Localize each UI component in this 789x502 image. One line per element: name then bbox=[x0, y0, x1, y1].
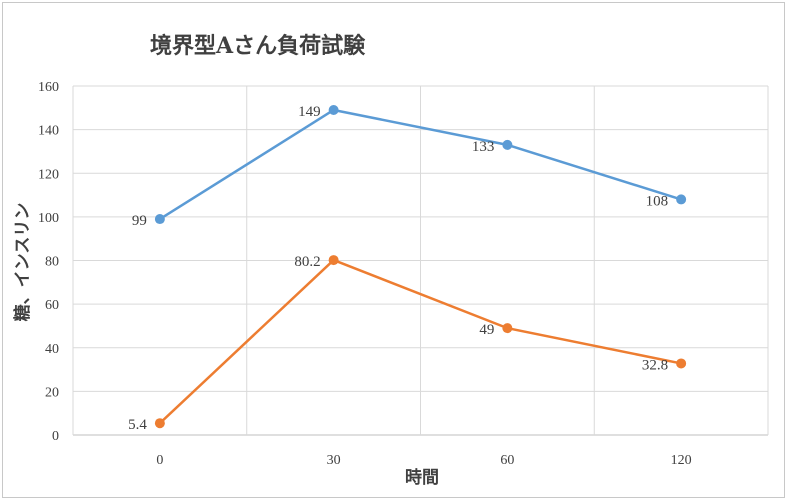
series-group: 99 149 133 108 5.4 80.2 49 32.8 bbox=[128, 104, 687, 433]
data-point-s1-2 bbox=[502, 323, 513, 334]
data-label-s0-2: 133 bbox=[472, 139, 495, 155]
x-axis-title: 時間 bbox=[405, 467, 439, 488]
y-tick-label-1: 20 bbox=[45, 385, 59, 400]
x-tick-label-1: 30 bbox=[327, 453, 341, 468]
y-axis-title: 糖、インスリン bbox=[12, 203, 33, 322]
series-line-0 bbox=[159, 108, 682, 221]
data-label-s0-3: 108 bbox=[646, 193, 669, 209]
data-label-s0-0: 99 bbox=[132, 213, 147, 229]
series-line-1 bbox=[159, 258, 682, 425]
data-point-s1-1 bbox=[328, 255, 339, 266]
x-tick-label-2: 60 bbox=[500, 453, 514, 468]
data-label-s1-3: 32.8 bbox=[642, 357, 668, 373]
data-point-s0-1 bbox=[328, 104, 339, 115]
y-tick-labels: 0 20 40 60 80 100 120 140 160 bbox=[38, 80, 59, 444]
y-tick-label-4: 80 bbox=[45, 255, 59, 270]
gridlines bbox=[72, 85, 769, 436]
data-label-s0-1: 149 bbox=[298, 104, 321, 120]
data-point-s1-0 bbox=[154, 418, 165, 429]
y-tick-label-7: 140 bbox=[38, 124, 59, 139]
chart-title: 境界型Aさん負荷試験 bbox=[150, 33, 366, 59]
data-label-s1-2: 49 bbox=[479, 322, 494, 338]
data-point-s0-3 bbox=[676, 194, 687, 205]
data-label-s1-1: 80.2 bbox=[294, 254, 320, 270]
x-tick-label-0: 0 bbox=[156, 453, 163, 468]
data-point-s0-2 bbox=[502, 139, 513, 150]
data-point-s0-0 bbox=[154, 214, 165, 225]
data-label-s1-0: 5.4 bbox=[128, 417, 147, 433]
y-tick-label-3: 60 bbox=[45, 298, 59, 313]
y-tick-label-5: 100 bbox=[38, 211, 59, 226]
y-tick-label-8: 160 bbox=[38, 80, 59, 95]
x-tick-label-3: 120 bbox=[671, 453, 692, 468]
x-tick-labels: 0 30 60 120 bbox=[156, 453, 691, 468]
y-tick-label-6: 120 bbox=[38, 167, 59, 182]
data-point-s1-3 bbox=[676, 358, 687, 369]
y-tick-label-2: 40 bbox=[45, 342, 59, 357]
y-tick-label-0: 0 bbox=[52, 429, 59, 444]
